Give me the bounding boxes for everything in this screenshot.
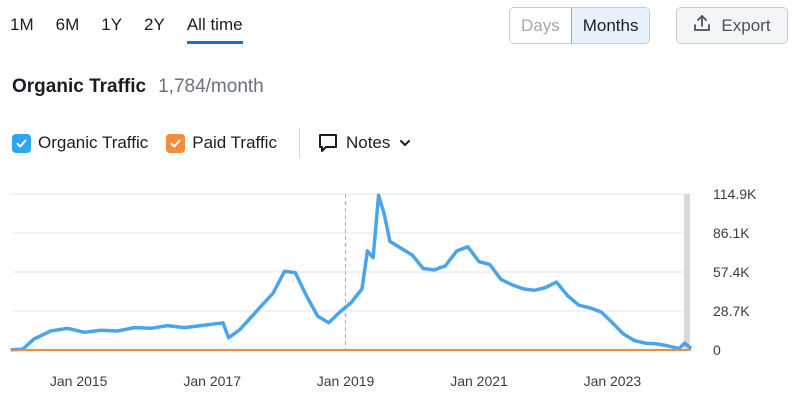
upload-icon bbox=[693, 14, 711, 37]
range-tab-2y[interactable]: 2Y bbox=[144, 15, 165, 34]
legend-organic-traffic[interactable]: Organic Traffic bbox=[12, 133, 148, 153]
legend-paid-traffic[interactable]: Paid Traffic bbox=[166, 133, 277, 153]
note-icon bbox=[318, 133, 338, 153]
x-tick-label: Jan 2019 bbox=[317, 373, 375, 389]
legend-divider bbox=[298, 128, 300, 158]
days-button[interactable]: Days bbox=[510, 8, 571, 43]
notes-dropdown[interactable]: Notes bbox=[318, 133, 412, 153]
x-tick-label: Jan 2021 bbox=[450, 373, 508, 389]
x-tick-label: Jan 2015 bbox=[50, 373, 108, 389]
x-tick-label: Jan 2023 bbox=[584, 373, 642, 389]
range-tab-1y[interactable]: 1Y bbox=[101, 15, 123, 34]
organic-traffic-line bbox=[10, 193, 692, 352]
months-button[interactable]: Months bbox=[570, 8, 650, 43]
date-range-tabs: 1M 6M 1Y 2Y All time bbox=[10, 12, 265, 44]
range-tab-all-time[interactable]: All time bbox=[186, 12, 243, 44]
export-button[interactable]: Export bbox=[676, 7, 788, 44]
checkbox-checked-icon[interactable] bbox=[12, 133, 31, 153]
checkbox-checked-icon[interactable] bbox=[166, 133, 186, 153]
metric-value: 1,784/month bbox=[158, 76, 264, 97]
range-tab-1m[interactable]: 1M bbox=[10, 15, 34, 34]
range-tab-6m[interactable]: 6M bbox=[55, 15, 80, 34]
metric-title: Organic Traffic bbox=[12, 76, 147, 97]
traffic-chart: 114.9K 86.1K 57.4K 28.7K 0 Jan 2015 Jan 2017 Ja… bbox=[10, 186, 757, 389]
y-tick-label: 28.7K bbox=[713, 303, 750, 319]
range-edge-bar bbox=[684, 194, 690, 350]
y-tick-label: 114.9K bbox=[713, 186, 757, 202]
y-tick-label: 0 bbox=[713, 342, 721, 358]
y-tick-label: 57.4K bbox=[713, 264, 750, 280]
notes-label: Notes bbox=[345, 133, 391, 152]
chart-legend: Organic Traffic Paid Traffic Notes bbox=[12, 128, 412, 158]
metric-header: Organic Traffic 1,784/month bbox=[12, 76, 264, 98]
legend-label: Paid Traffic bbox=[192, 133, 277, 152]
y-tick-label: 86.1K bbox=[713, 225, 750, 241]
chevron-down-icon bbox=[398, 136, 412, 150]
legend-label: Organic Traffic bbox=[38, 133, 149, 152]
export-label: Export bbox=[721, 15, 771, 35]
granularity-toggle: Days Months bbox=[509, 7, 651, 44]
x-tick-label: Jan 2017 bbox=[183, 373, 241, 389]
